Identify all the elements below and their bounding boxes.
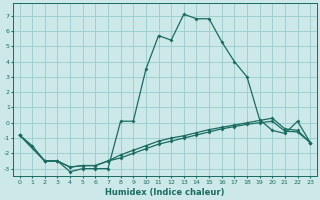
X-axis label: Humidex (Indice chaleur): Humidex (Indice chaleur) bbox=[105, 188, 225, 197]
